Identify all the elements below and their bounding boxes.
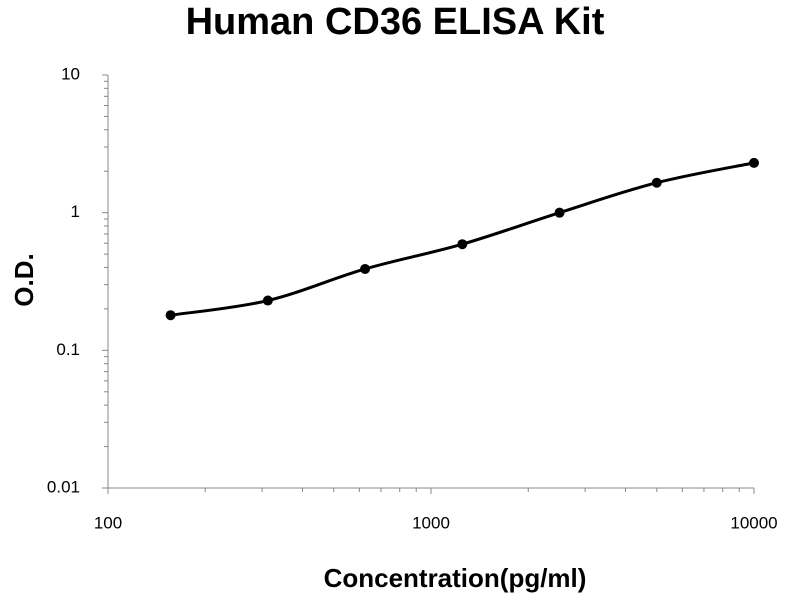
- data-point: [262, 295, 273, 306]
- x-tick-label: 100: [94, 513, 122, 532]
- chart-title: Human CD36 ELISA Kit: [186, 1, 605, 43]
- y-tick-label: 1: [71, 202, 80, 221]
- data-point: [360, 263, 371, 274]
- x-axis-title: Concentration(pg/ml): [324, 563, 587, 593]
- y-axis-title: O.D.: [9, 253, 39, 306]
- data-point: [554, 207, 565, 218]
- y-tick-label: 10: [61, 64, 80, 83]
- x-tick-label: 10000: [730, 513, 777, 532]
- y-tick-label: 0.1: [56, 340, 80, 359]
- data-point: [457, 239, 468, 250]
- data-point: [651, 177, 662, 188]
- x-tick-label: 1000: [412, 513, 450, 532]
- fit-curve: [170, 161, 755, 317]
- y-tick-label: 0.01: [47, 477, 80, 496]
- data-point: [749, 157, 759, 168]
- data-point: [165, 310, 176, 321]
